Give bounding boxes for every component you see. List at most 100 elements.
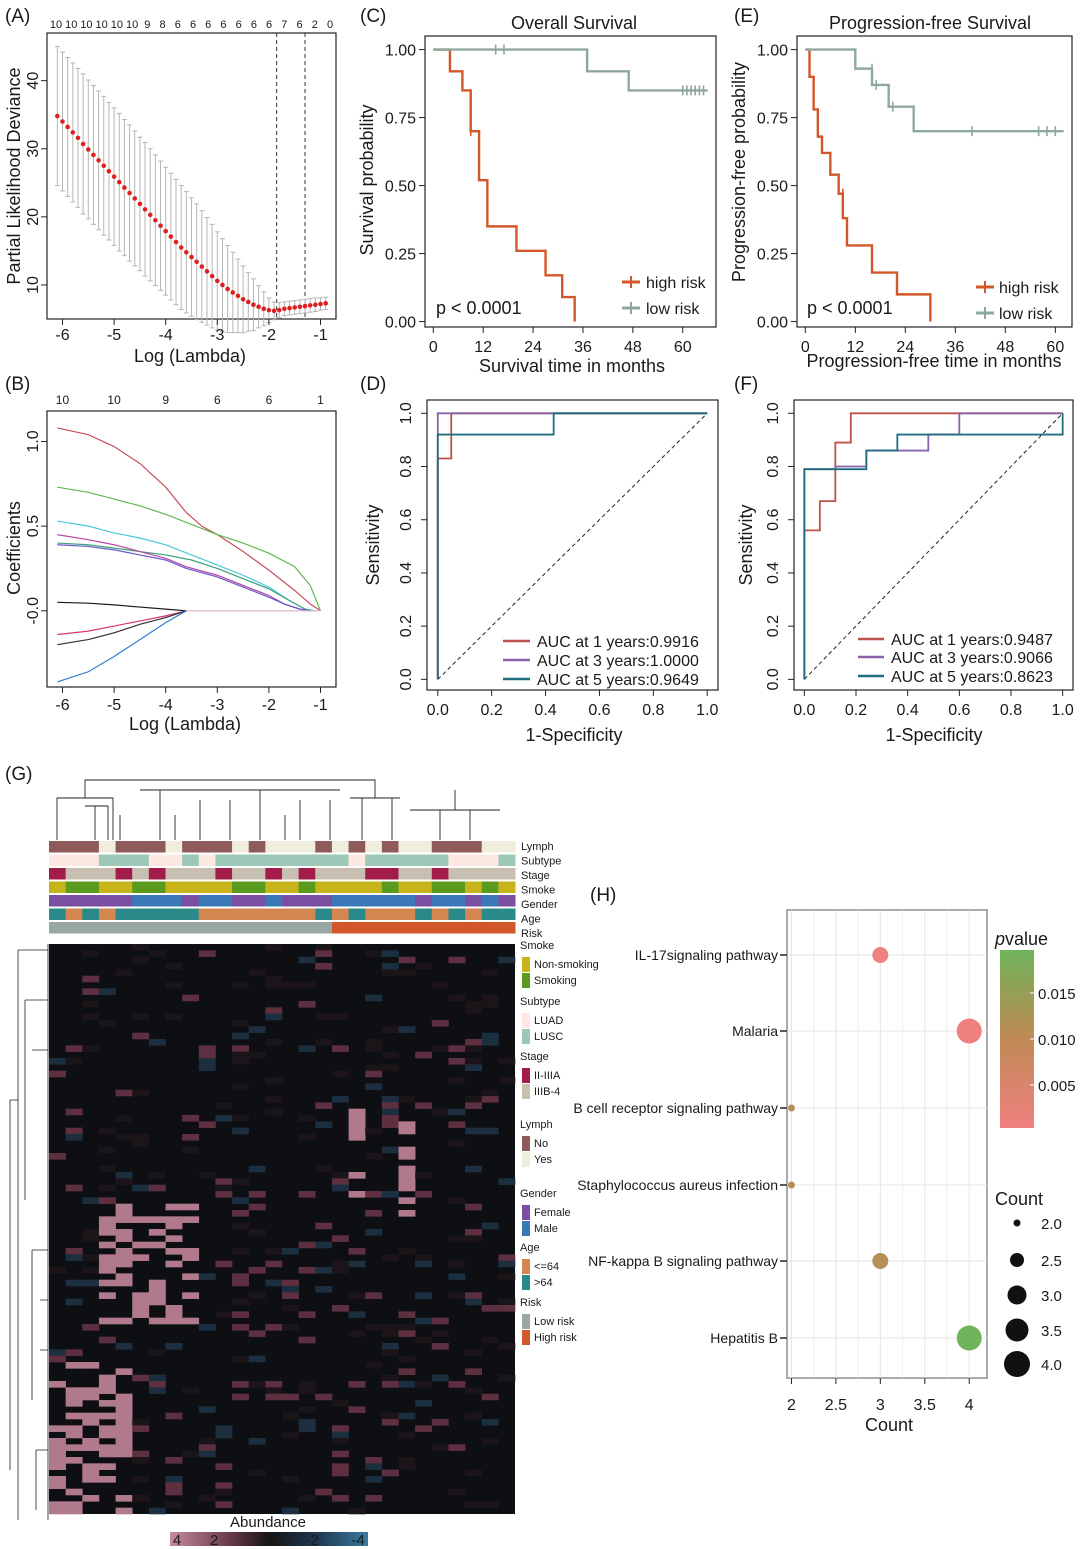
km-curve-low-risk <box>433 48 708 92</box>
heatmap-cell <box>448 1121 466 1128</box>
annotation-cell <box>448 854 466 866</box>
heatmap-cell <box>49 1355 66 1363</box>
annotation-cell <box>148 881 166 893</box>
heatmap-cell <box>282 1286 299 1293</box>
heatmap-cell <box>182 1387 200 1394</box>
heatmap-cell <box>115 1279 133 1287</box>
heatmap-cell <box>49 1070 66 1078</box>
top-tick-label: 9 <box>144 19 150 31</box>
count-legend-label: 2.5 <box>1041 1253 1062 1270</box>
heatmap-cell <box>82 1324 100 1331</box>
heatmap-cell <box>381 950 399 957</box>
heatmap-cell <box>198 1064 216 1071</box>
cv-point <box>204 269 210 274</box>
heatmap-cell <box>415 1254 433 1261</box>
heatmap-cell <box>381 1191 399 1198</box>
heatmap-cell <box>98 1222 116 1230</box>
annotation-cell <box>365 908 383 920</box>
annotation-cell <box>282 868 300 880</box>
annotation-cell <box>82 895 100 907</box>
heatmap-cell <box>82 1463 100 1470</box>
cv-point <box>261 306 267 312</box>
annotation-cell <box>348 895 366 907</box>
heatmap-cell <box>465 1469 483 1477</box>
heatmap-cell <box>115 1178 133 1185</box>
heatmap-cell <box>365 1153 383 1160</box>
heatmap-cell <box>348 1406 366 1413</box>
x-tick-label: 36 <box>574 339 592 356</box>
diagonal-reference <box>803 412 1064 680</box>
heatmap-cell <box>198 1324 216 1331</box>
heatmap-cell <box>248 1292 266 1299</box>
x-tick-label: -3 <box>210 327 224 344</box>
annotation-cell <box>65 908 83 920</box>
legend-swatch <box>522 1330 530 1345</box>
heatmap-cell <box>82 1197 100 1204</box>
heatmap-cell <box>381 1254 399 1261</box>
heatmap-cell <box>365 1324 383 1331</box>
heatmap-cell <box>132 1425 150 1432</box>
panel-b: (B) 10 10 9 6 6 1 -6 -5 -4 -3 -2 -1 -0.0 0.5 1.0 Log… <box>4 374 337 734</box>
heatmap-cell <box>49 1267 66 1274</box>
heatmap-cell <box>448 1197 466 1204</box>
legend-item-label: LUSC <box>534 1031 563 1043</box>
panel-f-y-ticks: 0.0 0.2 0.4 0.6 0.8 1.0 <box>765 402 794 690</box>
y-tick-label: 0.25 <box>757 247 788 264</box>
annotation-cell <box>398 841 416 853</box>
cv-point <box>292 305 298 310</box>
coef-path-coef2 <box>57 486 322 612</box>
legend-swatch <box>522 1205 530 1220</box>
cv-point <box>173 239 179 245</box>
heatmap-cell <box>348 1507 366 1515</box>
heatmap-cell <box>315 1039 333 1046</box>
heatmap-cell <box>365 1292 383 1299</box>
heatmap-cell <box>265 1260 283 1268</box>
heatmap-cell <box>115 1406 133 1413</box>
heatmap-cell <box>381 963 399 970</box>
heatmap-cell <box>398 1197 416 1204</box>
panel-d-frame <box>426 399 719 691</box>
annotation-cell <box>465 841 483 853</box>
heatmap-cell <box>315 1013 333 1021</box>
heatmap-cell <box>148 1216 166 1223</box>
heatmap-cell <box>331 1096 349 1103</box>
annotation-cell <box>398 881 416 893</box>
colorbar-tick: 4 <box>173 1532 181 1549</box>
cv-point <box>96 158 101 163</box>
annotation-cell <box>132 881 150 893</box>
heatmap-cell <box>498 1077 516 1084</box>
heatmap-cell <box>331 1178 349 1185</box>
annotation-cell <box>481 841 499 853</box>
heatmap-cell <box>465 1368 483 1375</box>
panel-e-pvalue: p < 0.0001 <box>807 298 893 318</box>
heatmap-cell <box>398 1146 416 1154</box>
heatmap-cell <box>448 1381 466 1388</box>
heatmap-cell <box>481 994 499 1002</box>
cv-point <box>101 163 107 169</box>
annotation-cell <box>132 922 150 934</box>
heatmap-cell <box>65 1108 83 1116</box>
annotation-cell <box>198 908 216 920</box>
heatmap-cell <box>115 1412 133 1420</box>
annotation-cell <box>132 841 150 853</box>
legend-auc-5y: AUC at 5 years:0.9649 <box>537 672 699 689</box>
heatmap-cell <box>98 1279 116 1287</box>
heatmap-cell <box>415 1172 433 1179</box>
annotation-cell <box>65 854 83 866</box>
heatmap-cell <box>381 1374 399 1382</box>
heatmap-cell <box>265 982 283 989</box>
heatmap-cell <box>65 1412 83 1420</box>
heatmap-cell <box>331 1267 349 1274</box>
panel-h-letter: (H) <box>590 885 616 906</box>
heatmap-cell <box>198 1051 216 1059</box>
annotation-cell <box>182 868 200 880</box>
annotation-cell <box>431 895 449 907</box>
heatmap-cell <box>331 1400 349 1407</box>
cv-point <box>91 152 96 158</box>
heatmap-cell <box>431 1045 449 1052</box>
annotation-cell <box>348 908 366 920</box>
top-tick-label: 6 <box>266 393 273 407</box>
heatmap-cell <box>248 1165 266 1173</box>
annotation-cell <box>115 922 133 934</box>
heatmap-cell <box>365 1191 383 1198</box>
